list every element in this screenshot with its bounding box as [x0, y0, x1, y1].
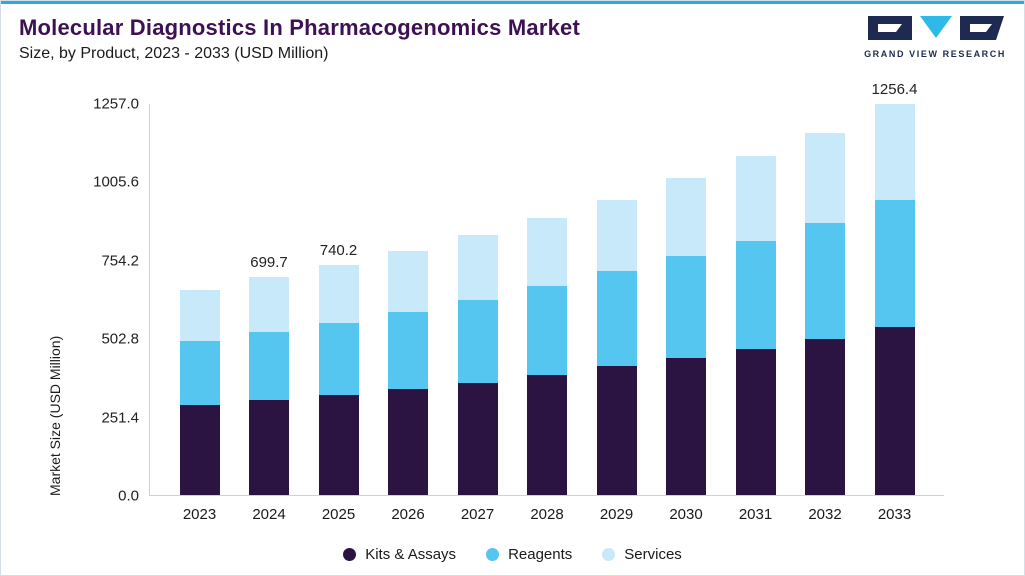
bar-segment-reagents [874, 200, 915, 328]
x-axis-label: 2032 [808, 506, 842, 523]
bar-group: 2029 [596, 104, 637, 523]
bar-segment-services [318, 264, 359, 323]
bar-segment-kits-assays [735, 348, 776, 495]
bar-segment-kits-assays [318, 394, 359, 495]
bar-segment-reagents [527, 285, 567, 376]
bar-segment-reagents [249, 332, 289, 401]
bar-segment-kits-assays [457, 383, 498, 495]
y-axis-title: Market Size (USD Million) [47, 335, 63, 496]
y-tick-label: 1257.0 [93, 95, 139, 113]
bar-segment-services [179, 289, 220, 342]
titles: Molecular Diagnostics In Pharmacogenomic… [19, 15, 580, 63]
legend: Kits & Assays Reagents Services [1, 546, 1024, 563]
bar-value-label: 740.2 [319, 241, 358, 259]
header: Molecular Diagnostics In Pharmacogenomic… [19, 15, 1006, 63]
plot-area: 2023 699.7 2024 740.2 2025 2026 2027 2028 2029 20… [149, 81, 944, 523]
bar-segment-services [735, 155, 776, 241]
legend-swatch-icon [343, 548, 357, 561]
y-axis-ticks: 0.0 251.4 502.8 754.2 1005.6 1257.0 [67, 96, 139, 505]
bar-segment-reagents [735, 240, 776, 349]
bar-segment-reagents [805, 222, 845, 339]
y-tick-label: 1005.6 [93, 173, 139, 191]
legend-item: Reagents [486, 546, 572, 563]
bar-group: 2032 [805, 104, 845, 523]
x-axis-label: 2025 [321, 506, 356, 523]
bar-group: 2028 [527, 104, 567, 523]
legend-label: Kits & Assays [365, 546, 457, 563]
bar-segment-reagents [457, 299, 498, 384]
gvr-logo: GRAND VIEW RESEARCH [864, 15, 1006, 59]
bar-group: 2023 [179, 104, 220, 523]
bar-segment-reagents [596, 271, 637, 366]
bar-segment-services [805, 132, 845, 223]
bar-segment-reagents [388, 311, 428, 390]
y-tick-label: 502.8 [101, 330, 139, 348]
bar-segment-kits-assays [666, 357, 706, 495]
x-axis-label: 2023 [182, 506, 217, 523]
x-axis-label: 2030 [669, 506, 703, 523]
legend-label: Services [624, 546, 682, 563]
legend-item: Services [602, 546, 682, 563]
bar-group: 740.2 2025 [318, 104, 359, 523]
bar-segment-reagents [666, 255, 706, 358]
bar-segment-reagents [179, 341, 220, 405]
bar-segment-kits-assays [874, 327, 915, 495]
bar-group: 699.7 2024 [249, 104, 289, 523]
y-tick-label: 251.4 [101, 409, 139, 427]
bar-group: 2030 [666, 104, 706, 523]
bar-segment-services [249, 277, 289, 333]
bar-group: 1256.4 2033 [872, 81, 918, 523]
bar-segment-kits-assays [179, 404, 220, 495]
bar-group: 2026 [388, 104, 428, 523]
bar-group: 2031 [735, 104, 776, 523]
bar-segment-services [874, 104, 915, 201]
bar-segment-kits-assays [249, 400, 289, 495]
bar-value-label: 1256.4 [871, 81, 918, 99]
x-axis-label: 2029 [599, 506, 634, 523]
top-accent-line [1, 1, 1024, 4]
bar-segment-services [457, 235, 498, 300]
bar-segment-kits-assays [596, 365, 637, 495]
x-axis-label: 2027 [460, 506, 495, 523]
bar-group: 2027 [457, 104, 498, 523]
bar-segment-services [527, 218, 567, 286]
x-axis-label: 2033 [877, 506, 912, 523]
bar-segment-services [596, 199, 637, 272]
gvr-logo-text: GRAND VIEW RESEARCH [864, 49, 1006, 59]
page-subtitle: Size, by Product, 2023 - 2033 (USD Milli… [19, 45, 329, 62]
legend-item: Kits & Assays [343, 546, 456, 563]
bar-value-label: 699.7 [250, 254, 288, 272]
x-axis-label: 2024 [252, 506, 286, 523]
bar-segment-kits-assays [805, 338, 845, 495]
x-axis-label: 2028 [530, 506, 564, 523]
bar-segment-services [388, 250, 428, 312]
legend-swatch-icon [602, 548, 616, 561]
bar-segment-services [666, 177, 706, 256]
gvr-logo-mark-icon [868, 16, 1004, 40]
legend-swatch-icon [486, 548, 500, 561]
x-axis-label: 2026 [391, 506, 425, 523]
bar-segment-kits-assays [527, 375, 567, 495]
page-title: Molecular Diagnostics In Pharmacogenomic… [19, 15, 580, 40]
bar-segment-reagents [318, 322, 359, 395]
y-tick-label: 754.2 [101, 252, 139, 270]
bar-segment-kits-assays [388, 389, 428, 495]
x-axis-label: 2031 [738, 506, 773, 523]
y-tick-label: 0.0 [118, 487, 139, 505]
legend-label: Reagents [508, 546, 573, 563]
